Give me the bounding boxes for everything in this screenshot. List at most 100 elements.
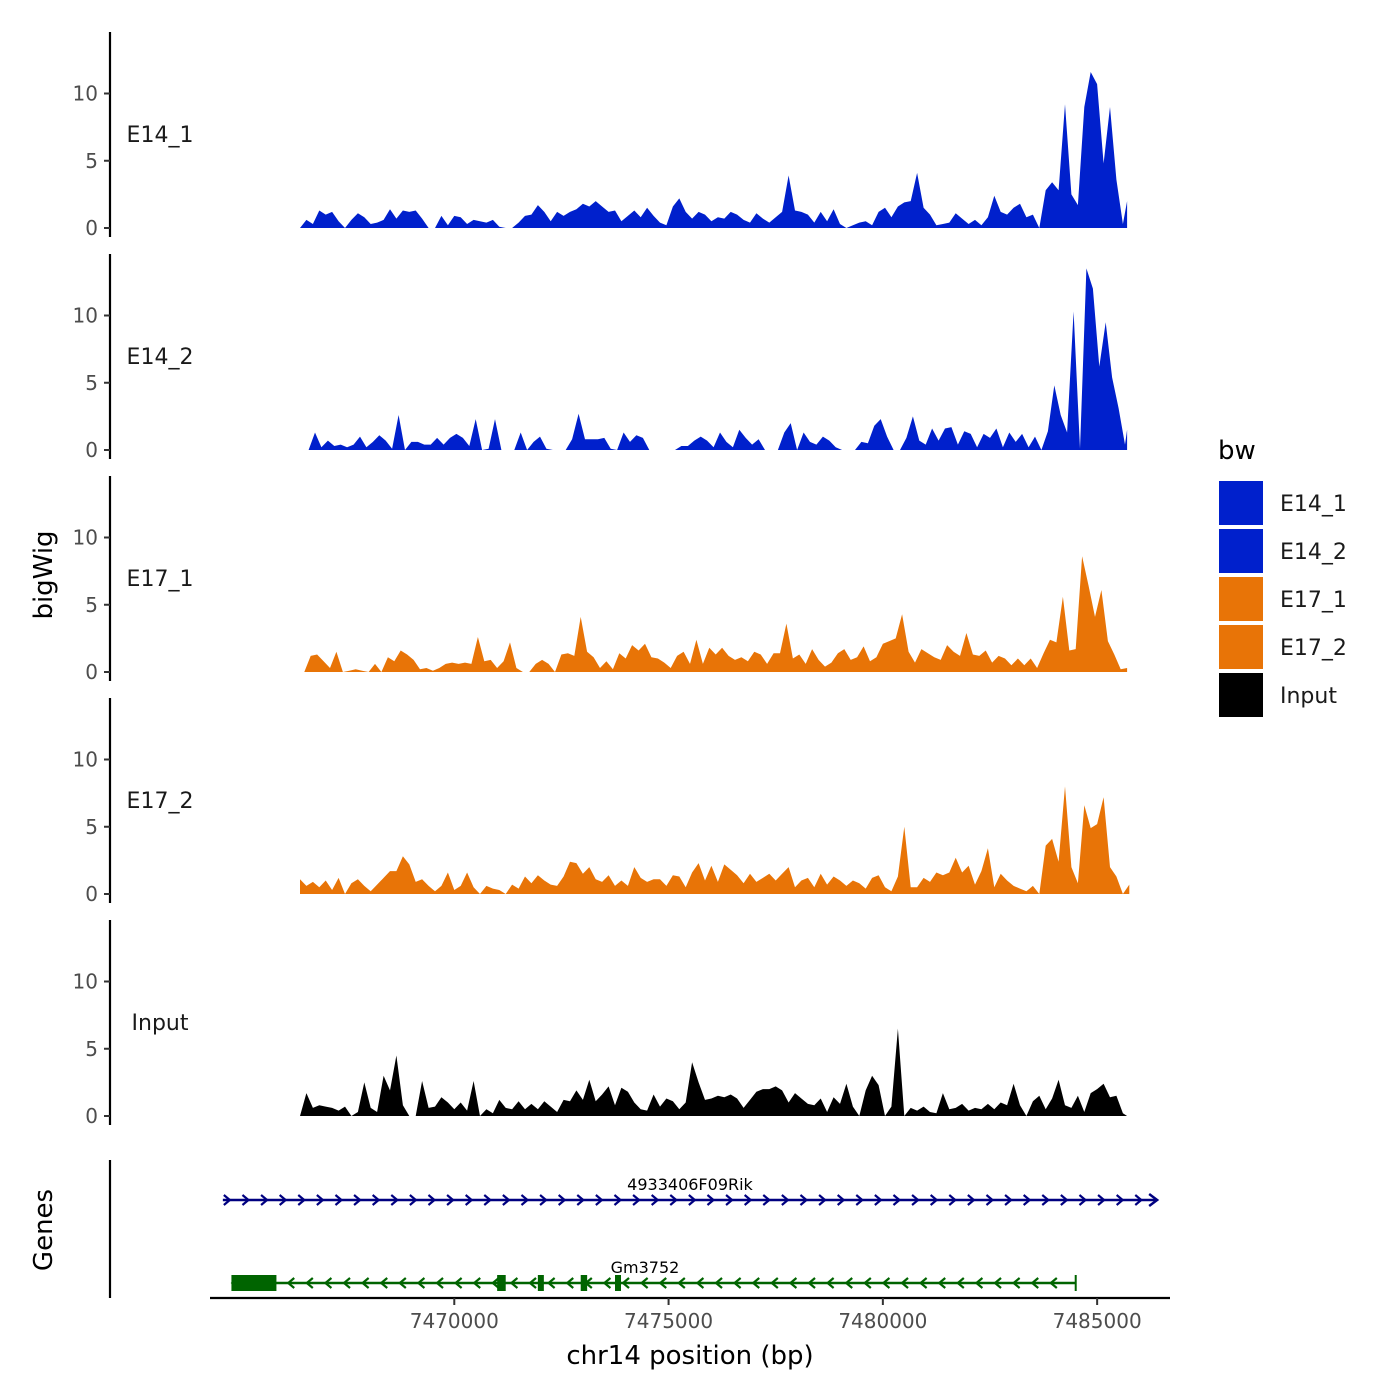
strand-arrow — [427, 1194, 437, 1206]
strand-arrow — [613, 1194, 623, 1206]
x-axis: 7470000 7475000 7480000 7485000 — [210, 1296, 1170, 1333]
strand-arrow — [770, 1277, 779, 1289]
strand-arrow — [732, 1277, 742, 1289]
strand-arrow — [844, 1277, 853, 1289]
legend-entry-e14_1: E14_1 — [1217, 479, 1347, 527]
strand-arrow — [929, 1194, 939, 1206]
y-tick-label: 0 — [85, 438, 98, 462]
y-tick-label: 0 — [85, 216, 98, 240]
strand-arrow — [639, 1277, 649, 1289]
legend-entry-input: Input — [1217, 671, 1337, 719]
strand-arrow — [1049, 1277, 1058, 1289]
y-tick-label: 10 — [73, 82, 98, 106]
gene-label: 4933406F09Rik — [627, 1175, 753, 1194]
strand-arrow — [483, 1194, 492, 1206]
y-tick-label: 5 — [85, 815, 98, 839]
strand-arrow — [706, 1194, 716, 1206]
strand-arrow — [416, 1277, 426, 1289]
strand-arrow — [658, 1277, 667, 1289]
strand-arrow — [918, 1277, 928, 1289]
strand-arrow — [725, 1194, 734, 1206]
y-tick-label: 10 — [73, 304, 98, 328]
strand-arrow — [695, 1277, 705, 1289]
strand-arrow — [576, 1194, 585, 1206]
y-tick-label: 5 — [85, 371, 98, 395]
y-tick-label: 5 — [85, 593, 98, 617]
strand-arrow — [595, 1194, 604, 1206]
strand-arrow — [446, 1194, 455, 1206]
x-tick-label: 7475000 — [624, 1309, 713, 1333]
y-tick-label: 0 — [85, 1104, 98, 1128]
strand-arrow — [911, 1194, 920, 1206]
strand-arrow — [751, 1277, 760, 1289]
strand-arrow — [743, 1194, 753, 1206]
strand-arrow — [409, 1194, 418, 1206]
gene-label: Gm3752 — [611, 1258, 680, 1277]
strand-arrow — [278, 1194, 288, 1206]
strand-arrow — [491, 1277, 500, 1289]
strand-arrow — [297, 1194, 306, 1206]
strand-arrow — [956, 1277, 965, 1289]
track-label: E17_1 — [127, 567, 194, 592]
signal-area-e17_1 — [304, 556, 1128, 672]
strand-arrow — [353, 1194, 362, 1206]
strand-arrow — [602, 1277, 612, 1289]
track-label: E14_1 — [127, 123, 194, 148]
strand-arrow — [1060, 1194, 1069, 1206]
strand-arrow — [892, 1194, 902, 1206]
strand-arrow — [1030, 1277, 1039, 1289]
legend-swatch — [1217, 527, 1265, 575]
strand-arrow — [398, 1277, 407, 1289]
legend-entry-e14_2: E14_2 — [1217, 527, 1347, 575]
strand-arrow — [714, 1277, 723, 1289]
strand-arrow — [342, 1277, 351, 1289]
strand-arrow — [632, 1194, 641, 1206]
strand-arrow — [836, 1194, 846, 1206]
strand-arrow — [528, 1277, 537, 1289]
legend-label: E17_1 — [1280, 588, 1347, 613]
genes-axis-title: Genes — [29, 1189, 59, 1271]
strand-arrow — [825, 1277, 835, 1289]
strand-arrow — [509, 1277, 519, 1289]
strand-arrow — [807, 1277, 816, 1289]
exon — [580, 1275, 588, 1291]
strand-arrow — [323, 1277, 333, 1289]
strand-arrow — [974, 1277, 984, 1289]
strand-arrow — [546, 1277, 556, 1289]
track-input: 0 5 10 Input — [73, 920, 1128, 1128]
x-tick-label: 7470000 — [410, 1309, 499, 1333]
strand-arrow — [1022, 1194, 1032, 1206]
strand-arrow — [937, 1277, 946, 1289]
legend-label: Input — [1280, 684, 1337, 709]
strand-arrow — [650, 1194, 660, 1206]
y-tick-label: 5 — [85, 1037, 98, 1061]
strand-arrow — [677, 1277, 686, 1289]
strand-arrow — [688, 1194, 697, 1206]
legend-swatch — [1217, 623, 1265, 671]
strand-arrow — [1134, 1194, 1143, 1206]
strand-arrow — [453, 1277, 463, 1289]
track-label: Input — [132, 1011, 189, 1036]
strand-arrow — [762, 1194, 771, 1206]
legend-label: E14_1 — [1280, 492, 1347, 517]
signal-area-input — [300, 1028, 1128, 1116]
signal-tracks: 0 5 10 E14_1 0 5 10 E14_2 0 5 10 E17_1 0 5 10 E17_2 0 5 10… — [73, 32, 1130, 1128]
strand-arrow — [520, 1194, 530, 1206]
signal-area-e14_1 — [300, 72, 1128, 228]
exon — [537, 1275, 544, 1291]
strand-arrow — [305, 1277, 314, 1289]
track-label: E14_2 — [127, 345, 194, 370]
strand-arrow — [472, 1277, 481, 1289]
track-e17_2: 0 5 10 E17_2 — [73, 698, 1130, 906]
legend-swatch — [1217, 671, 1265, 719]
legend-swatch — [1217, 479, 1265, 527]
strand-arrow — [565, 1277, 574, 1289]
strand-arrow — [863, 1277, 872, 1289]
legend-title: bw — [1218, 436, 1256, 466]
x-axis-title: chr14 position (bp) — [566, 1341, 813, 1371]
strand-arrow — [967, 1194, 976, 1206]
strand-arrow — [260, 1194, 269, 1206]
y-tick-label: 10 — [73, 526, 98, 550]
strand-arrow — [1115, 1194, 1125, 1206]
